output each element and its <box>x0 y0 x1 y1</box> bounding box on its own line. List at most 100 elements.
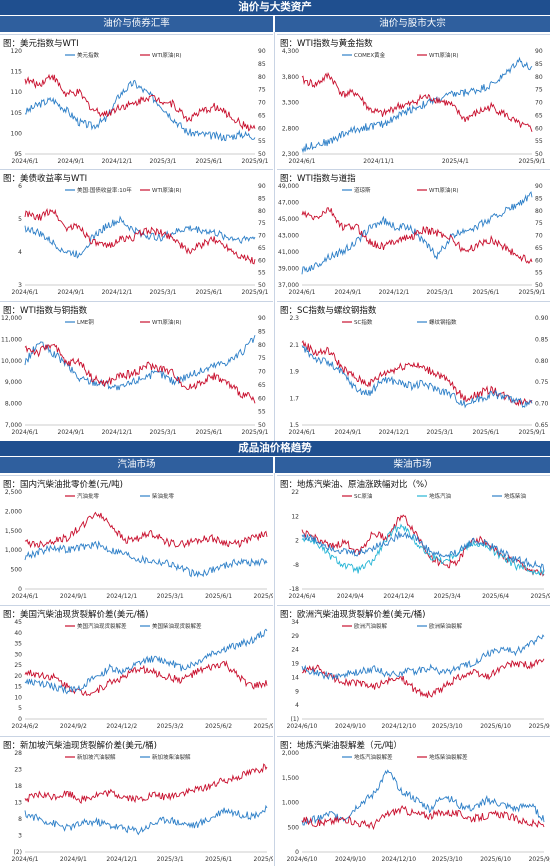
y-tick-label: 9 <box>295 688 299 695</box>
legend-label: 地炼柴油裂解差 <box>429 753 468 761</box>
y-tick-label: 12 <box>291 513 299 520</box>
x-tick-label: 2025/6/2 <box>205 723 232 730</box>
y2-tick-label: 65 <box>258 245 266 252</box>
x-tick-label: 2025/9/1 <box>519 429 546 436</box>
series-line <box>24 207 256 265</box>
y2-tick-label: 60 <box>535 257 543 264</box>
legend-label: 新加坡汽油裂解 <box>77 753 116 761</box>
x-tick-label: 2024/11/1 <box>363 158 394 165</box>
y2-tick-label: 0.80 <box>535 358 549 365</box>
series-line <box>301 206 533 265</box>
y2-tick-label: 80 <box>535 74 543 81</box>
y-tick-label: 39,000 <box>278 266 299 273</box>
y-tick-label: 9,000 <box>5 379 22 386</box>
x-tick-label: 2024/12/10 <box>382 723 417 730</box>
legend-label: SC原油 <box>354 492 373 500</box>
y-tick-label: 47,000 <box>278 200 299 207</box>
y2-tick-label: 50 <box>258 282 266 289</box>
series-line <box>24 804 268 836</box>
series-line <box>24 511 268 549</box>
series-line <box>24 79 256 142</box>
y2-tick-label: 55 <box>258 270 266 277</box>
x-tick-label: 2025/9/1 <box>254 856 273 863</box>
x-tick-label: 2025/6/10 <box>480 723 511 730</box>
chart-title: 图：美元指数与WTI <box>3 39 79 49</box>
x-tick-label: 2025/9/10 <box>529 856 550 863</box>
chart-title: 图：国内汽柴油批零价差(元/吨) <box>3 480 123 490</box>
legend-label: WTI原油(R) <box>152 186 182 194</box>
legend-label: LME铜 <box>77 318 94 326</box>
x-tick-label: 2024/6/4 <box>289 593 316 600</box>
y2-tick-label: 75 <box>258 87 266 94</box>
y2-tick-label: 0.70 <box>535 401 549 408</box>
series-line <box>24 73 256 132</box>
y-tick-label: 4 <box>295 702 299 709</box>
x-tick-label: 2025/9/1 <box>242 429 269 436</box>
y-tick-label: 45 <box>14 619 22 626</box>
y-tick-label: 40 <box>14 630 22 637</box>
y-tick-label: 1.9 <box>289 369 299 376</box>
series-line <box>24 335 256 391</box>
y2-tick-label: 50 <box>535 282 543 289</box>
series-line <box>301 634 545 681</box>
x-tick-label: 2025/9/10 <box>529 723 550 730</box>
legend-label: COMEX黄金 <box>354 51 386 59</box>
y-tick-label: 2,800 <box>282 125 299 132</box>
y-tick-label: (2) <box>14 849 23 856</box>
x-tick-label: 2025/3/1 <box>427 429 454 436</box>
y2-tick-label: 80 <box>258 342 266 349</box>
chart-title: 图：WTI指数与黄金指数 <box>280 39 373 49</box>
y-tick-label: 100 <box>11 130 23 137</box>
y2-tick-label: 55 <box>535 138 543 145</box>
y-tick-label: -8 <box>293 562 299 569</box>
x-tick-label: 2024/6/1 <box>12 593 39 600</box>
y2-tick-label: 70 <box>258 369 266 376</box>
x-tick-label: 2025/6/1 <box>205 593 232 600</box>
x-tick-label: 2024/12/1 <box>379 429 410 436</box>
y-tick-label: 2,300 <box>282 151 299 158</box>
legend-label: 地炼汽油 <box>429 492 452 500</box>
y-tick-label: 2,000 <box>5 508 22 515</box>
x-tick-label: 2024/6/1 <box>12 289 39 296</box>
y2-tick-label: 75 <box>535 87 543 94</box>
y-tick-label: 115 <box>11 69 23 76</box>
x-tick-label: 2025/3/1 <box>150 158 177 165</box>
y-tick-label: 12,000 <box>1 315 22 322</box>
x-tick-label: 2024/6/1 <box>12 429 39 436</box>
y2-tick-label: 60 <box>258 395 266 402</box>
legend-label: WTI原油(R) <box>152 51 182 59</box>
section-title-products: 成品油价格趋势 <box>0 441 550 456</box>
legend-label: SC指数 <box>354 318 373 326</box>
y-tick-label: 120 <box>11 48 23 55</box>
x-tick-label: 2025/9/1 <box>254 593 273 600</box>
y-tick-label: 1.7 <box>289 395 299 402</box>
x-tick-label: 2025/6/1 <box>196 429 223 436</box>
chart-panel-local-refinery-change: 22 12 2 -8 -18 2024/6/4 2024/9/4 2024/12/4 2025/… <box>277 475 550 603</box>
y2-tick-label: 0.85 <box>535 336 549 343</box>
legend-label: 地炼柴油 <box>504 492 527 500</box>
y2-tick-label: 90 <box>258 315 266 322</box>
legend-label: 美国:国债收益率:10年 <box>77 186 132 194</box>
x-tick-label: 2024/12/1 <box>106 856 137 863</box>
y2-tick-label: 50 <box>258 422 266 429</box>
y-tick-label: (1) <box>291 716 300 723</box>
x-tick-label: 2025/3/1 <box>157 856 184 863</box>
chart-panel-sg-crack: 28 23 18 13 8 3 (2) 2024/6/1 2024/9/1 2024/12/1 20… <box>0 736 273 866</box>
y2-tick-label: 70 <box>258 100 266 107</box>
x-tick-label: 2025/9/4 <box>531 593 550 600</box>
series-line <box>24 763 268 805</box>
chart-title: 图：SC指数与螺纹钢指数 <box>280 306 377 316</box>
chart-title: 图：地炼汽柴油裂解差（元/吨） <box>280 741 402 751</box>
y-tick-label: 19 <box>291 661 299 668</box>
y2-tick-label: 50 <box>258 151 266 158</box>
y-tick-label: 0 <box>18 586 22 593</box>
chart-panel-sc-rebar: 2.3 2.1 1.9 1.7 1.5 0.90 0.85 0.80 0.75 0.70 0.65 2… <box>277 301 550 439</box>
x-tick-label: 2025/9/1 <box>519 289 546 296</box>
y-tick-label: 1,000 <box>282 800 299 807</box>
y-tick-label: 18 <box>14 783 22 790</box>
chart-canvas: 4,300 3,800 3,300 2,800 2,300 90 85 80 75 70 65 60 5… <box>282 48 546 165</box>
y2-tick-label: 70 <box>535 233 543 240</box>
y2-tick-label: 65 <box>535 245 543 252</box>
y-tick-label: 10,000 <box>1 358 22 365</box>
